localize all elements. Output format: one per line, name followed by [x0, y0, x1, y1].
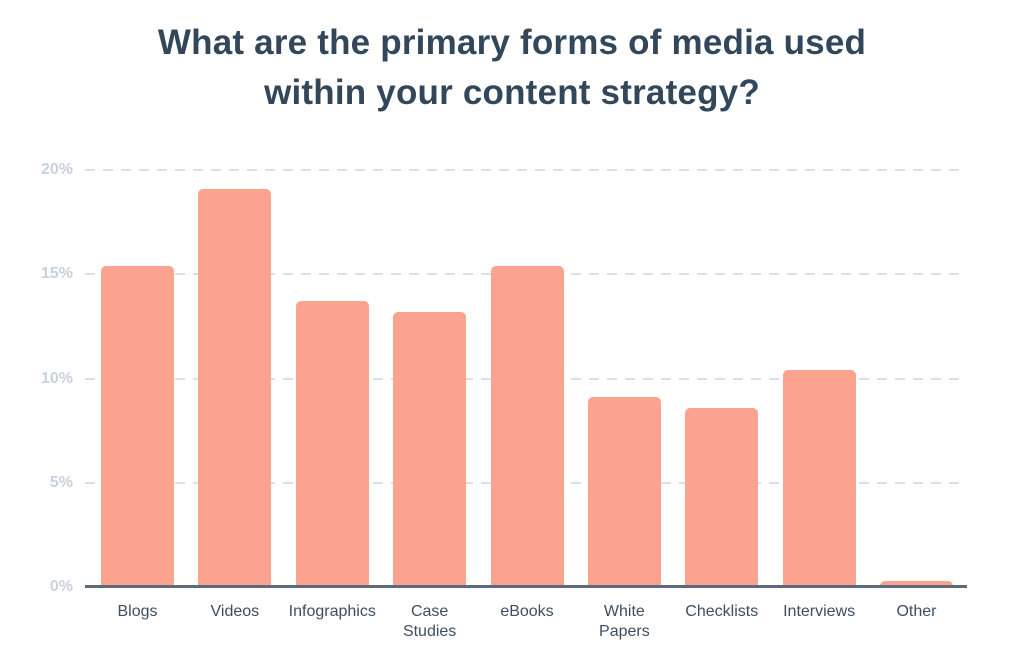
- y-tick-15: 15%: [40, 265, 73, 283]
- x-label-cell: Videos: [198, 602, 271, 642]
- x-label-cell: Infographics: [289, 602, 376, 642]
- x-label-other: Other: [896, 603, 937, 620]
- bar-interviews: [782, 370, 856, 587]
- y-tick-20: 20%: [40, 161, 73, 178]
- bar-slot-other: [880, 170, 953, 587]
- x-label-white-papers: White Papers: [599, 603, 650, 640]
- x-axis-line: [85, 585, 967, 588]
- bar-white-papers: [587, 397, 661, 587]
- x-label-cell: White Papers: [588, 602, 661, 642]
- bar-slot-blogs: [101, 170, 174, 587]
- x-label-videos: Videos: [210, 603, 260, 620]
- x-label-blogs: Blogs: [117, 603, 158, 620]
- x-label-interviews: Interviews: [783, 603, 856, 620]
- plot-area: 20% 15% 10% 5% 0%: [41, 161, 967, 595]
- bar-checklists: [685, 407, 759, 587]
- x-label-cell: Other: [880, 602, 953, 642]
- bar-slot-interviews: [782, 170, 856, 587]
- x-label-ebooks: eBooks: [500, 603, 554, 620]
- y-tick-5: 5%: [49, 473, 73, 491]
- x-label-case-studies: Case Studies: [402, 603, 457, 640]
- x-label-cell: Interviews: [783, 602, 856, 642]
- x-label-cell: Checklists: [685, 602, 758, 642]
- x-label-cell: Case Studies: [393, 602, 466, 642]
- x-axis-labels: Blogs Videos Infographics Case Studies e…: [85, 602, 967, 642]
- x-label-cell: Blogs: [101, 602, 174, 642]
- bar-slot-ebooks: [490, 170, 564, 587]
- gridline-20pct: [85, 169, 967, 171]
- bars-group: [85, 170, 967, 587]
- bar-case-studies: [393, 311, 467, 587]
- bar-slot-videos: [198, 170, 272, 587]
- bar-slot-infographics: [295, 170, 369, 587]
- bar-ebooks: [490, 265, 564, 587]
- bar-other: [880, 580, 953, 587]
- x-label-checklists: Checklists: [685, 603, 759, 620]
- y-tick-10: 10%: [40, 369, 73, 387]
- bar-infographics: [295, 301, 369, 587]
- bar-blogs: [101, 265, 174, 587]
- chart-title: What are the primary forms of media used…: [157, 23, 867, 112]
- x-label-infographics: Infographics: [288, 603, 376, 620]
- bar-videos: [198, 188, 272, 587]
- x-label-cell: eBooks: [491, 602, 564, 642]
- bar-slot-checklists: [685, 170, 759, 587]
- y-tick-0: 0%: [49, 578, 73, 595]
- bar-slot-white-papers: [587, 170, 661, 587]
- bar-slot-case-studies: [393, 170, 467, 587]
